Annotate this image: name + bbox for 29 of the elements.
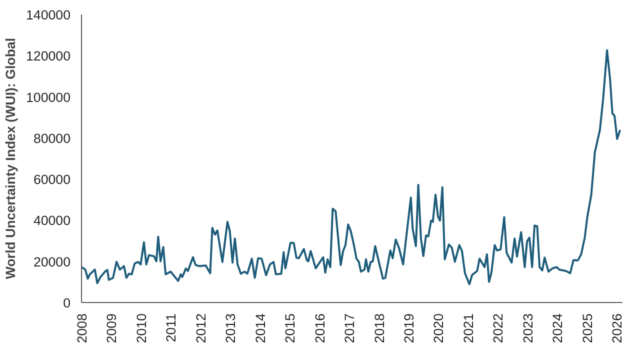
x-tick-label: 2015 xyxy=(282,313,298,344)
x-tick-label: 2013 xyxy=(223,313,238,344)
x-tick-label: 2012 xyxy=(193,313,208,344)
y-tick-label: 100000 xyxy=(26,90,71,105)
y-tick-label: 140000 xyxy=(26,8,71,22)
y-axis-title: World Uncertainty Index (WUI): Global xyxy=(3,38,18,280)
x-tick-label: 2009 xyxy=(104,313,120,344)
line-series xyxy=(82,49,622,286)
x-tick-label: 2010 xyxy=(134,313,149,344)
x-tick-label: 2018 xyxy=(372,313,387,344)
x-tick-label: 2024 xyxy=(550,312,566,344)
y-tick-label: 80000 xyxy=(33,130,70,146)
x-tick-label: 2016 xyxy=(312,313,328,344)
y-tick-label: 60000 xyxy=(33,172,70,188)
x-tick-label: 2023 xyxy=(520,313,536,344)
x-tick-label: 2008 xyxy=(74,313,90,344)
x-tick-label: 2019 xyxy=(401,313,416,344)
x-tick-label: 2017 xyxy=(342,313,358,344)
x-tick-label: 2021 xyxy=(460,313,476,344)
y-tick-label: 0 xyxy=(63,296,71,310)
y-tick-label: 120000 xyxy=(26,48,71,64)
x-tick-label: 2026 xyxy=(610,313,625,344)
x-tick-label: 2011 xyxy=(164,313,179,342)
y-tick-label: 40000 xyxy=(33,213,70,228)
x-tick-label: 2022 xyxy=(490,313,506,344)
y-tick-label: 20000 xyxy=(33,254,70,270)
x-tick-label: 2025 xyxy=(580,313,595,344)
x-tick-label: 2020 xyxy=(431,313,446,344)
x-tick-label: 2014 xyxy=(252,312,268,344)
